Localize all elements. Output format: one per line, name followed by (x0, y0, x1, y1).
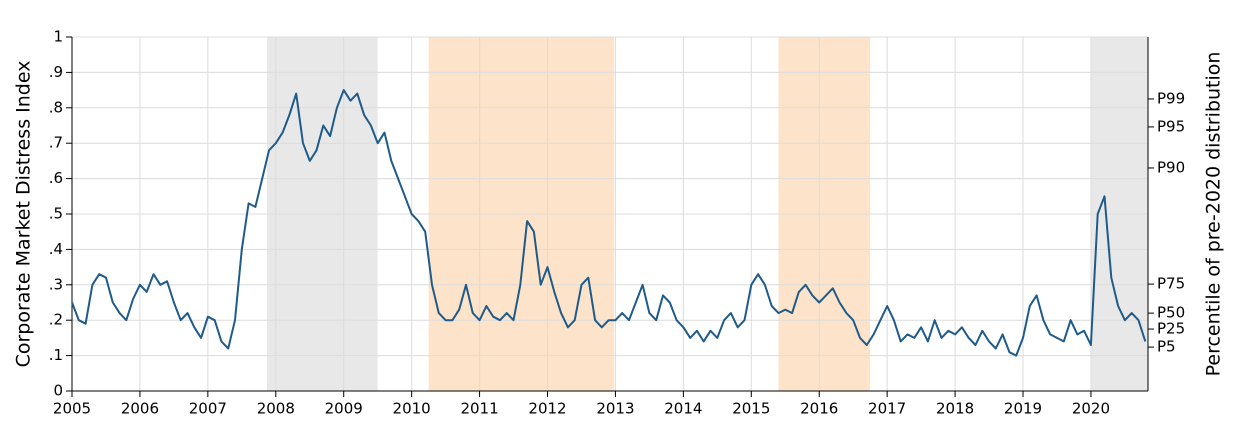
y-tick-label: .3 (49, 275, 63, 293)
y2-tick-label: P75 (1157, 275, 1185, 293)
y-tick-label: .4 (49, 240, 63, 258)
y2-tick-label: P5 (1157, 338, 1176, 356)
x-tick-label: 2012 (528, 400, 566, 418)
y2-tick-label: P90 (1157, 158, 1185, 176)
y-tick-label: .1 (49, 346, 63, 364)
x-tick-label: 2018 (936, 400, 974, 418)
y2-tick-label: P95 (1157, 117, 1185, 135)
y-tick-label: 1 (53, 28, 63, 46)
x-tick-label: 2009 (325, 400, 363, 418)
x-tick-label: 2015 (732, 400, 770, 418)
data-line (71, 89, 1147, 357)
x-tick-label: 2020 (1072, 400, 1110, 418)
x-tick-label: 2006 (121, 400, 159, 418)
x-tick-label: 2011 (460, 400, 498, 418)
y-tick-label: .9 (49, 63, 63, 81)
x-tick-label: 2017 (868, 400, 906, 418)
y-tick-label: .8 (49, 98, 63, 116)
x-tick-label: 2014 (664, 400, 702, 418)
x-tick-label: 2016 (800, 400, 838, 418)
y-tick-label: .2 (49, 311, 63, 329)
x-tick-label: 2013 (596, 400, 634, 418)
y2-tick-label: P99 (1157, 89, 1185, 107)
x-tick-label: 2008 (257, 400, 295, 418)
y-tick-label: .7 (49, 134, 63, 152)
x-tick-label: 2010 (393, 400, 431, 418)
y-tick-label: .5 (49, 205, 63, 223)
x-tick-label: 2007 (189, 400, 227, 418)
x-tick-label: 2019 (1004, 400, 1042, 418)
y2-tick-label: P50 (1157, 304, 1185, 322)
x-tick-label: 2005 (53, 400, 91, 418)
y2-tick-label: P25 (1157, 320, 1185, 338)
y2-axis-title: Percentile of pre-2020 distribution (1203, 52, 1225, 377)
y-tick-label: .6 (49, 169, 63, 187)
y-axis-title: Corporate Market Distress Index (13, 61, 35, 368)
y-tick-label: 0 (53, 382, 63, 400)
